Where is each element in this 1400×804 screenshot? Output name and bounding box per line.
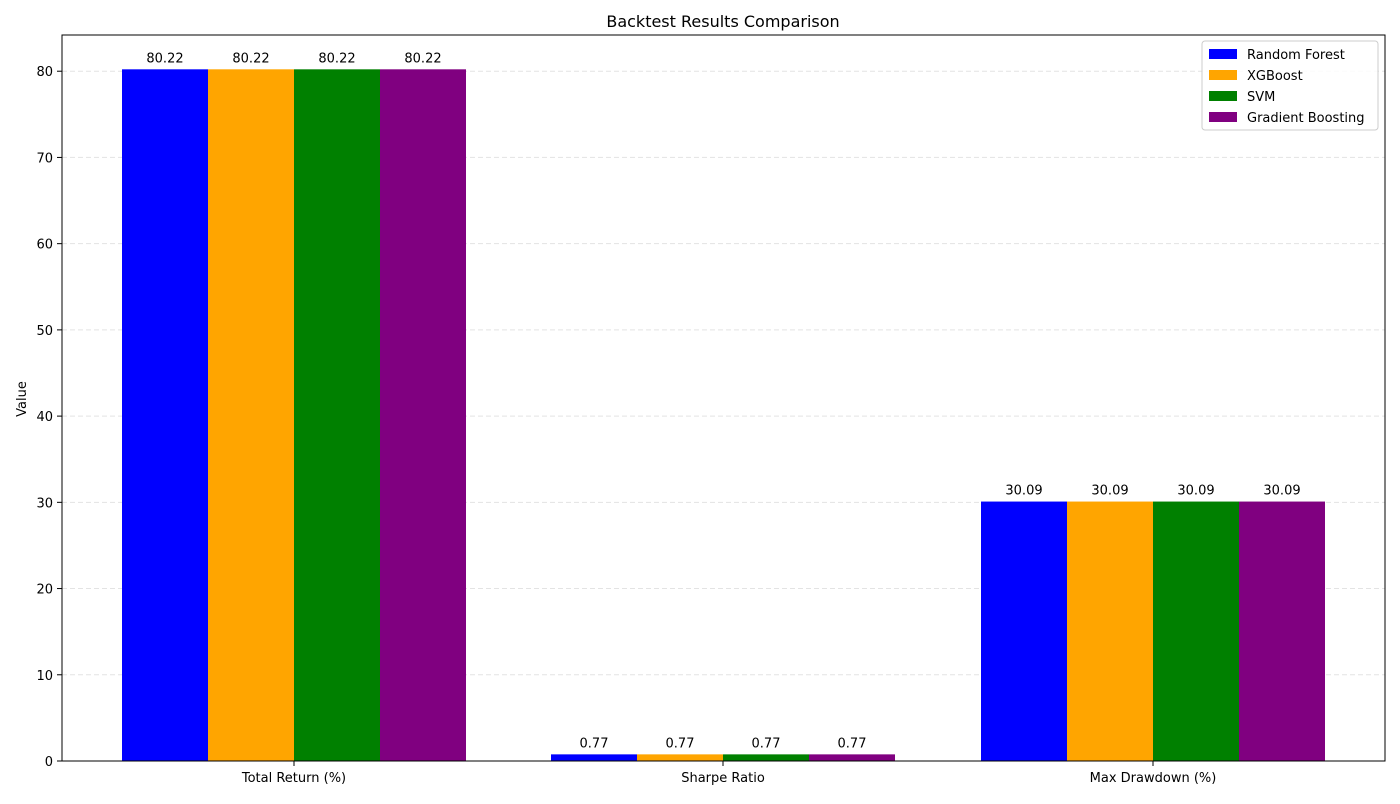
bar-svm	[294, 69, 380, 761]
y-tick-label: 20	[36, 583, 53, 598]
y-tick-label: 60	[36, 238, 53, 253]
bar-random-forest	[122, 69, 208, 761]
bar-gradient-boosting	[1239, 501, 1325, 761]
bar-xgboost	[208, 69, 294, 761]
y-tick-label: 80	[36, 65, 53, 80]
y-tick-label: 70	[36, 151, 53, 166]
data-label: 0.77	[580, 736, 609, 751]
y-tick-label: 0	[45, 755, 53, 770]
data-label: 0.77	[838, 736, 867, 751]
data-label: 30.09	[1177, 484, 1214, 499]
y-tick-label: 10	[36, 669, 53, 684]
legend-swatch	[1209, 112, 1237, 122]
data-label: 30.09	[1091, 484, 1128, 499]
bar-xgboost	[1067, 501, 1153, 761]
bar-gradient-boosting	[809, 754, 895, 761]
legend-entry: SVM	[1247, 90, 1275, 105]
bar-random-forest	[981, 501, 1067, 761]
bar-svm	[1153, 501, 1239, 761]
legend-entry: Gradient Boosting	[1247, 111, 1365, 126]
x-tick-label: Max Drawdown (%)	[1090, 771, 1217, 786]
legend-entry: XGBoost	[1247, 69, 1303, 84]
data-label: 80.22	[404, 51, 441, 66]
legend-swatch	[1209, 49, 1237, 59]
data-labels-group: 80.22 80.22 80.22 80.22 0.77 0.77 0.77 0.77 30.0…	[146, 51, 1300, 751]
data-label: 30.09	[1263, 484, 1300, 499]
legend-box	[1201, 40, 1379, 131]
legend-entry: Random Forest	[1247, 48, 1345, 63]
x-tick-label: Sharpe Ratio	[681, 771, 765, 786]
data-label: 80.22	[318, 51, 355, 66]
bar-random-forest	[551, 754, 637, 761]
bar-gradient-boosting	[380, 69, 466, 761]
y-tick-label: 50	[36, 324, 53, 339]
data-label: 0.77	[752, 736, 781, 751]
x-tick-label: Total Return (%)	[241, 771, 346, 786]
y-tick-label: 40	[36, 410, 53, 425]
axes: 0 10 20 30 40 50 60 70 80 Total Return (%) Sharpe …	[36, 34, 1386, 786]
data-label: 80.22	[232, 51, 269, 66]
legend-swatch	[1209, 70, 1237, 80]
y-axis-label: Value	[15, 381, 30, 417]
bars-group	[122, 69, 1325, 761]
bar-svm	[723, 754, 809, 761]
bar-xgboost	[637, 754, 723, 761]
legend: Random Forest XGBoost SVM Gradient Boosting	[1201, 40, 1379, 131]
y-tick-label: 30	[36, 496, 53, 511]
data-label: 80.22	[146, 51, 183, 66]
chart-title: Backtest Results Comparison	[606, 12, 839, 31]
legend-swatch	[1209, 91, 1237, 101]
data-label: 30.09	[1005, 484, 1042, 499]
data-label: 0.77	[666, 736, 695, 751]
